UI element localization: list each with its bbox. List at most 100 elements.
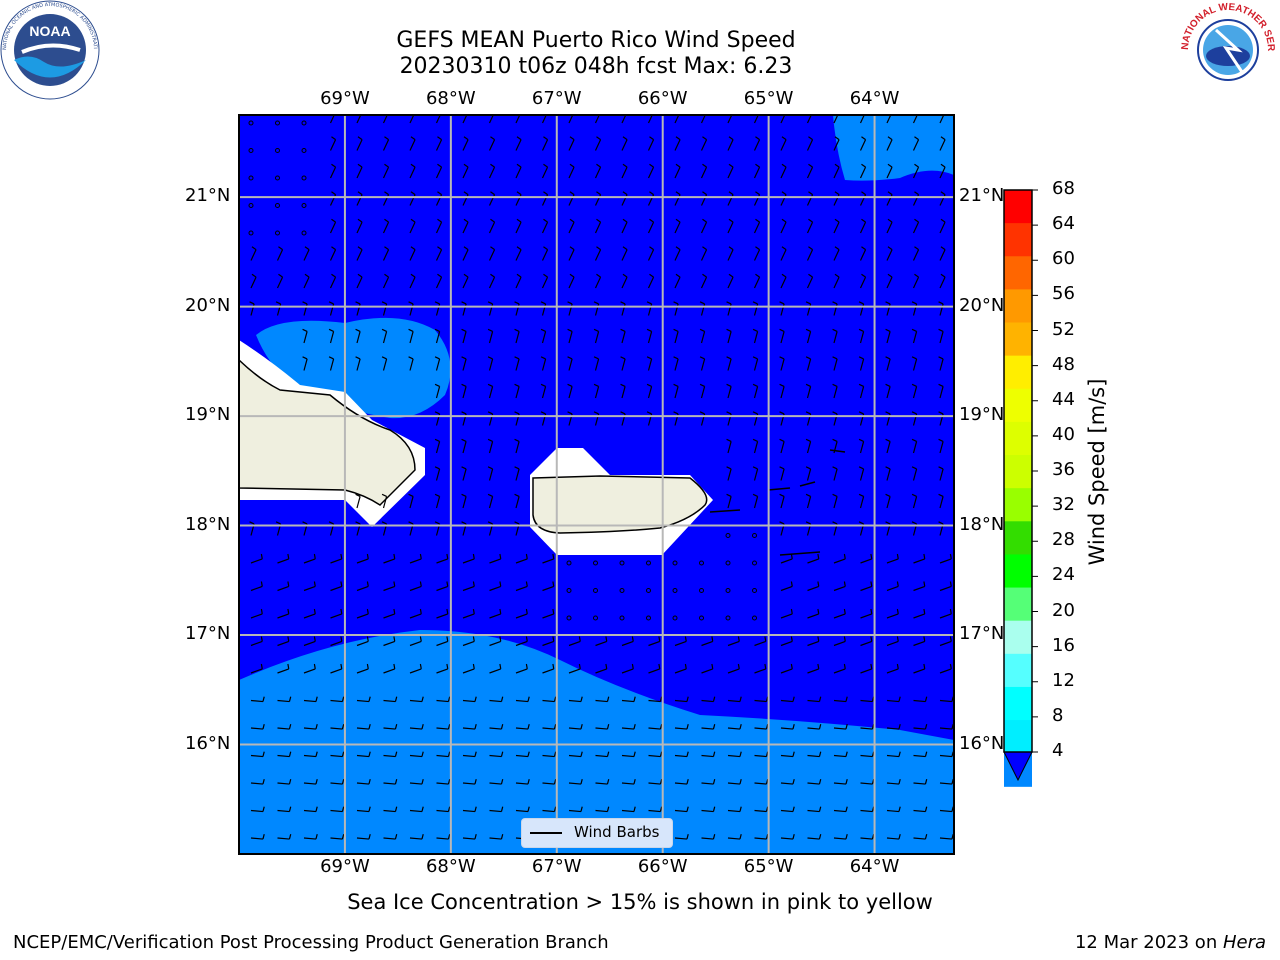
wind-barb <box>725 560 731 566</box>
wind-barb <box>726 438 732 454</box>
wind-barb <box>595 751 610 758</box>
wind-barb <box>488 273 496 289</box>
wind-barb <box>462 779 477 785</box>
colorbar-tick-label: 16 <box>1052 634 1075 656</box>
wind-barb <box>858 328 865 344</box>
wind-barb <box>382 218 390 234</box>
wind-barb <box>727 636 740 647</box>
wind-barb <box>674 724 689 730</box>
wind-barb <box>911 383 918 399</box>
wind-barb <box>409 608 422 619</box>
wind-barb <box>833 724 848 730</box>
wind-barb <box>568 218 575 234</box>
wind-barb <box>303 581 316 592</box>
wind-barb <box>514 493 520 509</box>
wind-barb <box>303 724 318 730</box>
wind-barb <box>886 696 901 703</box>
wind-barb <box>885 328 891 344</box>
wind-barb <box>488 218 496 234</box>
wind-barb <box>779 438 785 454</box>
wind-barb <box>568 724 583 730</box>
wind-barb <box>303 751 318 758</box>
colorbar-segment <box>1004 388 1032 423</box>
wind-barb <box>409 218 416 234</box>
wind-barb <box>383 751 398 758</box>
wind-barb <box>436 724 451 730</box>
wind-barb <box>356 751 371 758</box>
wind-barb <box>434 383 441 399</box>
wind-barb <box>913 696 928 703</box>
map-grid <box>239 115 954 854</box>
wind-barb <box>701 779 716 785</box>
wind-barb <box>436 834 451 840</box>
wind-barb <box>542 779 557 785</box>
wind-barb <box>248 120 254 126</box>
wind-barb <box>860 553 873 564</box>
wind-barb <box>886 724 901 730</box>
wind-barb <box>621 806 636 813</box>
wind-barb <box>727 246 734 261</box>
wind-barb <box>779 466 785 481</box>
wind-barb <box>515 246 522 261</box>
wind-barb <box>647 136 655 151</box>
wind-barb <box>647 246 655 261</box>
wind-barb <box>912 136 920 151</box>
wind-barb <box>382 115 388 124</box>
wind-barb <box>674 834 689 840</box>
wind-barb <box>409 751 424 758</box>
wind-barb <box>780 115 786 124</box>
wind-barb <box>780 136 787 151</box>
wind-barb <box>461 356 467 371</box>
lat-label-right: 21°N <box>959 185 1005 207</box>
footer-credit: NCEP/EMC/Verification Post Processing Pr… <box>13 932 609 953</box>
wind-barb <box>805 383 812 399</box>
wind-barb <box>356 724 371 730</box>
wind-barb <box>514 356 520 371</box>
wind-barb <box>568 163 575 179</box>
wind-barb <box>648 779 663 785</box>
wind-barb <box>594 136 602 151</box>
lon-label-bottom: 67°W <box>531 856 582 877</box>
wind-barb <box>462 115 468 124</box>
wind-barb <box>568 273 575 289</box>
wind-barb <box>806 163 814 179</box>
wind-barb <box>753 273 761 289</box>
wind-barb <box>780 608 793 619</box>
wind-barb <box>515 553 528 564</box>
wind-barb <box>383 663 396 674</box>
wind-barb <box>250 779 265 785</box>
wind-barb <box>858 438 865 454</box>
wind-barb <box>593 560 598 566</box>
wind-barb <box>435 246 443 261</box>
wind-barb <box>701 636 714 647</box>
wind-barb <box>277 608 290 619</box>
wind-barb <box>701 663 714 674</box>
wind-barb <box>886 751 901 758</box>
wind-barb <box>462 218 469 234</box>
wind-barb <box>303 779 318 785</box>
speed-region-northwest <box>256 317 451 419</box>
wind-barb <box>435 163 443 179</box>
wind-barb <box>860 696 875 703</box>
wind-barb <box>435 115 441 124</box>
wind-barb <box>383 581 396 592</box>
wind-barb <box>727 834 742 840</box>
wind-barb <box>595 663 608 674</box>
wind-barb <box>752 588 757 593</box>
wind-barb <box>382 163 390 179</box>
wind-barb <box>542 724 557 730</box>
wind-barb <box>409 834 424 840</box>
wind-barb <box>593 615 598 621</box>
wind-barb <box>330 608 343 619</box>
wind-barb <box>754 751 769 758</box>
wind-barb <box>356 636 369 647</box>
colorbar-segment <box>1004 256 1032 290</box>
wind-barb <box>568 696 583 703</box>
wind-barb <box>832 356 838 371</box>
wind-barb <box>805 356 812 371</box>
lat-label-left: 19°N <box>185 404 231 426</box>
wind-barb <box>595 696 610 703</box>
wind-barb <box>356 115 362 124</box>
wind-barb <box>673 328 679 344</box>
wind-barb <box>329 136 337 151</box>
